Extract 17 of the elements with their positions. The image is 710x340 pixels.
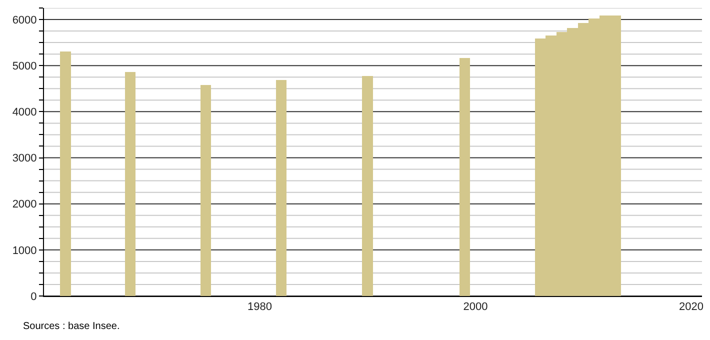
y-tick-label: 1000 bbox=[12, 244, 37, 257]
x-tick-label: 1980 bbox=[248, 301, 272, 314]
bar bbox=[200, 84, 212, 296]
bar bbox=[276, 80, 287, 296]
bar bbox=[124, 72, 136, 296]
bar bbox=[459, 58, 470, 296]
y-tick-label: 2000 bbox=[12, 198, 37, 211]
y-tick-label: 5000 bbox=[12, 60, 37, 72]
y-tick-label: 6000 bbox=[12, 14, 37, 26]
x-tick-label: 2020 bbox=[678, 301, 704, 314]
y-tick-label: 0 bbox=[30, 290, 37, 303]
bar bbox=[60, 51, 71, 296]
bar bbox=[362, 76, 373, 296]
y-tick-label: 4000 bbox=[12, 106, 37, 119]
source-note: Sources : base Insee. bbox=[23, 321, 120, 332]
x-tick-label: 2000 bbox=[463, 301, 488, 314]
y-tick-label: 3000 bbox=[12, 152, 37, 165]
